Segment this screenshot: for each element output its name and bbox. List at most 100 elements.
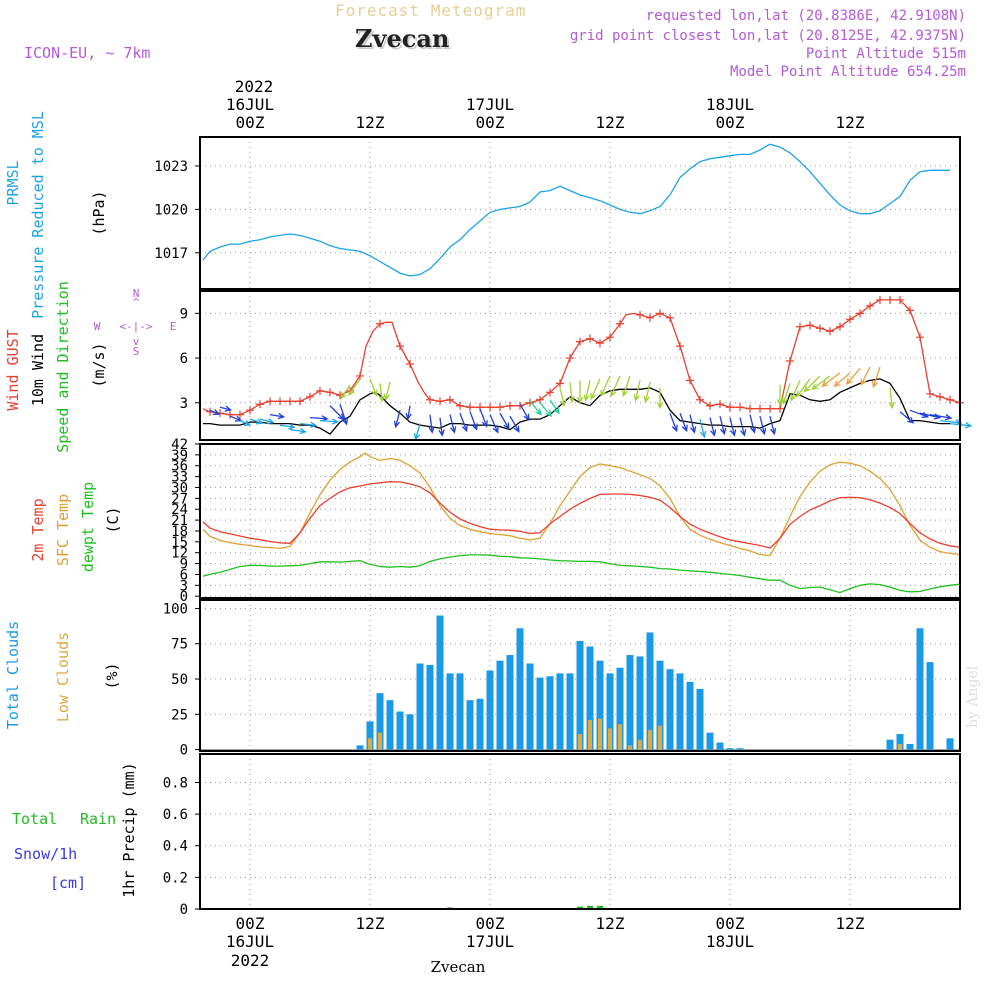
wind-arrow-head xyxy=(965,422,973,429)
wind-arrow-head xyxy=(405,412,412,421)
panel-frame xyxy=(199,753,961,910)
wind-arrow xyxy=(584,380,591,401)
y-tick-label: 25 xyxy=(171,707,188,723)
low-clouds-label: Low Clouds xyxy=(54,632,72,722)
total-cloud-bar xyxy=(696,688,704,750)
wind-arrow xyxy=(499,412,510,429)
wind-arrow-head xyxy=(600,389,607,398)
wind-arrow-head xyxy=(803,385,811,393)
gust-marker xyxy=(296,397,304,406)
wind-arrow xyxy=(804,375,821,392)
wind-arrow-head xyxy=(860,378,867,386)
wind-arrow xyxy=(622,375,631,396)
wind-arrow xyxy=(289,428,306,433)
gust-marker xyxy=(786,357,794,366)
total-cloud-bar xyxy=(466,700,474,750)
low-cloud-bar xyxy=(608,728,612,750)
wind-arrow-head xyxy=(337,413,345,421)
y-tick-label: 1017 xyxy=(154,246,188,262)
y-tick-label: 100 xyxy=(163,601,188,617)
gust-marker xyxy=(356,371,364,380)
wind-arrow xyxy=(219,406,231,411)
gust-marker xyxy=(406,360,414,369)
gust-marker xyxy=(556,379,564,388)
meteogram-title: Forecast Meteogram xyxy=(335,1,527,20)
total-cloud-bar xyxy=(486,670,494,750)
wind-arrow xyxy=(249,418,263,424)
y-tick-label: 21 xyxy=(171,513,188,529)
gust-marker xyxy=(306,392,314,401)
y-tick-label: 36 xyxy=(171,459,188,475)
wind-arrow-head xyxy=(770,427,777,436)
wind-arrow-head xyxy=(583,394,590,402)
wind-arrow-head xyxy=(341,418,349,426)
total-cloud-bar xyxy=(456,673,464,750)
compass-east: E xyxy=(170,320,177,333)
rain-bar xyxy=(577,906,583,909)
total-cloud-bar xyxy=(586,646,594,750)
precip-axis-label: 1hr Precip (mm) xyxy=(120,762,138,897)
wind-arrow-head xyxy=(760,427,767,436)
wind-arrow-head xyxy=(256,418,264,425)
wind-arrow-head xyxy=(393,420,401,429)
pressure-line xyxy=(202,143,950,277)
top-time-label: 00Z xyxy=(236,113,265,132)
y-tick-label: 1023 xyxy=(154,159,188,175)
gust-marker xyxy=(396,342,404,351)
wind-arrow-head xyxy=(545,409,552,418)
wind-arrow-head xyxy=(845,377,853,386)
wind-arrow xyxy=(889,387,893,408)
low-cloud-bar xyxy=(618,724,622,750)
total-cloud-bar xyxy=(566,673,574,750)
gust-marker xyxy=(846,315,854,324)
gust-marker xyxy=(616,319,624,328)
bottom-year-label: 2022 xyxy=(231,951,270,970)
gust-marker xyxy=(566,354,574,363)
gust-marker xyxy=(486,403,494,412)
bottom-time-label: 12Z xyxy=(836,914,865,933)
wind-arrow xyxy=(739,417,746,436)
total-cloud-bar xyxy=(626,655,634,750)
wind-arrow xyxy=(348,378,361,396)
wind-arrow-head xyxy=(740,429,747,437)
wind-arrow-head xyxy=(224,405,233,412)
gust-marker xyxy=(636,310,644,319)
y-tick-label: 30 xyxy=(171,480,188,496)
wind-arrow-head xyxy=(781,397,789,405)
wind-arrow-head xyxy=(513,425,520,433)
gust-marker xyxy=(266,397,274,406)
precip-snow-label: Snow/1h xyxy=(14,845,77,863)
bottom-time-label: 00Z xyxy=(236,914,265,933)
wind-arrow-head xyxy=(309,421,318,428)
total-cloud-bar xyxy=(896,734,904,750)
wind-arrow xyxy=(872,366,881,387)
total-cloud-bar xyxy=(946,738,954,750)
gust-marker xyxy=(596,339,604,348)
wind-arrow-head xyxy=(331,418,340,425)
bottom-time-label: 12Z xyxy=(356,914,385,933)
low-cloud-bar xyxy=(578,734,582,750)
total-cloud-bar xyxy=(716,742,724,750)
total-cloud-bar xyxy=(906,743,914,750)
gust-marker xyxy=(446,395,454,404)
gust-marker xyxy=(826,327,834,336)
y-tick-label: 0.4 xyxy=(163,839,188,855)
gust-marker xyxy=(766,404,774,413)
y-tick-label: 24 xyxy=(171,502,188,518)
gust-marker xyxy=(666,313,674,322)
total-cloud-bar xyxy=(606,673,614,750)
top-time-label: 00Z xyxy=(476,113,505,132)
wind-arrow xyxy=(699,418,706,437)
panel-frame xyxy=(199,599,961,752)
dewpt-line xyxy=(202,554,961,594)
wind-arrow-head xyxy=(277,412,286,420)
y-tick-label: 1020 xyxy=(154,202,188,218)
wind-arrow xyxy=(822,372,841,387)
model-point-altitude: Model Point Altitude 654.25m xyxy=(729,64,966,80)
wind-arrow-head xyxy=(710,429,717,437)
y-tick-label: 42 xyxy=(171,437,188,453)
y-tick-label: 15 xyxy=(171,535,188,551)
total-cloud-bar xyxy=(476,698,484,750)
y-tick-label: 50 xyxy=(171,672,188,688)
wind-arrow xyxy=(209,409,220,415)
